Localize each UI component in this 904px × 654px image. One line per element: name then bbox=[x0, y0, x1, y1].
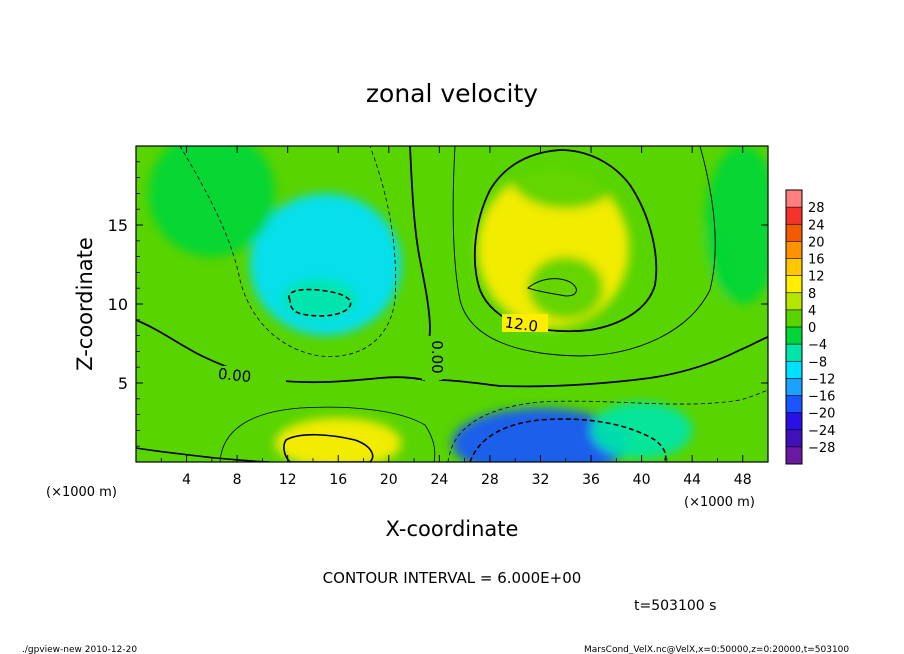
colorbar-label: −8 bbox=[808, 355, 827, 370]
colorbar-swatch bbox=[786, 258, 802, 276]
contour-neg-6-bottom bbox=[469, 418, 667, 462]
color-fill-layer bbox=[136, 146, 768, 462]
colorbar-swatch bbox=[786, 190, 802, 208]
contour-label-12: 12.0 bbox=[504, 313, 540, 335]
field-feature-4 bbox=[281, 278, 358, 320]
colorbar-label: 16 bbox=[808, 253, 825, 268]
colorbar-swatch bbox=[786, 378, 802, 396]
field-feature-1 bbox=[527, 256, 604, 320]
x-tick-label: 36 bbox=[582, 472, 600, 488]
x-axis: 4 8 12 16 20 24 28 32 36 40 44 48 bbox=[160, 146, 752, 488]
colorbar-label: −12 bbox=[808, 372, 835, 387]
colorbar-label: 20 bbox=[808, 235, 825, 250]
x-tick-label: 12 bbox=[279, 472, 297, 488]
x-tick-label: 44 bbox=[683, 472, 701, 488]
field-feature-6 bbox=[452, 408, 629, 462]
field-feature-8 bbox=[136, 337, 238, 382]
contour-6 bbox=[452, 146, 716, 357]
colorbar-label: 24 bbox=[808, 218, 825, 233]
plot-area bbox=[136, 146, 768, 462]
colorbar-swatch bbox=[786, 344, 802, 362]
y-tick-label: 5 bbox=[118, 374, 128, 393]
field-feature-5 bbox=[275, 417, 402, 462]
x-tick-label: 48 bbox=[734, 472, 752, 488]
contour-neg-left-outer bbox=[179, 146, 396, 357]
contour-label-left: 0.00 bbox=[217, 365, 252, 386]
contour-label-group: 0.00 0.00 12.0 bbox=[214, 313, 548, 386]
colorbar: 28 24 20 16 12 8 4 0 −4 −8 −12 −16 −20 −24 −28 bbox=[785, 189, 835, 465]
colorbar-label: 0 bbox=[808, 321, 816, 336]
field-feature-11 bbox=[148, 146, 276, 257]
colorbar-swatch bbox=[786, 446, 802, 465]
footer-left: ./gpview-new 2010-12-20 bbox=[22, 645, 137, 654]
colorbar-label: 8 bbox=[808, 287, 816, 302]
colorbar-swatch bbox=[786, 327, 802, 345]
colorbar-swatch bbox=[786, 429, 802, 448]
y-axis-title: Z-coordinate bbox=[73, 237, 97, 371]
x-tick-label: 16 bbox=[329, 472, 347, 488]
colorbar-swatch bbox=[786, 292, 802, 311]
contour-label-mid: 0.00 bbox=[428, 340, 446, 373]
colorbar-label: −24 bbox=[808, 424, 835, 439]
y-tick-label: 15 bbox=[108, 216, 128, 235]
chart-title: zonal velocity bbox=[366, 79, 538, 108]
field-feature-10 bbox=[704, 146, 768, 304]
field-feature-7 bbox=[591, 401, 693, 459]
contour-label-bg-left bbox=[214, 366, 286, 384]
x-unit-label-left: (×1000 m) bbox=[46, 485, 117, 500]
contour-neg-bottom-outer bbox=[447, 389, 768, 462]
colorbar-swatch bbox=[786, 412, 802, 431]
x-tick-label: 4 bbox=[182, 472, 191, 488]
time-text: t=503100 s bbox=[634, 598, 716, 614]
zero-contour-vertical bbox=[409, 146, 768, 388]
x-tick-label: 40 bbox=[633, 472, 651, 488]
colorbar-label: −28 bbox=[808, 441, 835, 456]
colorbar-label: 28 bbox=[808, 201, 825, 216]
colorbar-swatch bbox=[786, 241, 802, 259]
colorbar-swatch bbox=[786, 275, 802, 294]
field-feature-2 bbox=[502, 146, 629, 210]
footer-right: MarsCond_VelX.nc@VelX,x=0:50000,z=0:2000… bbox=[584, 645, 849, 654]
colorbar-label: −16 bbox=[808, 390, 835, 405]
colorbar-swatch bbox=[786, 207, 802, 225]
x-tick-label: 32 bbox=[532, 472, 550, 488]
colorbar-label: 12 bbox=[808, 270, 825, 285]
x-tick-label: 8 bbox=[233, 472, 242, 488]
colorbar-label: −4 bbox=[808, 338, 827, 353]
colorbar-swatch bbox=[786, 395, 802, 413]
colorbar-label: −20 bbox=[808, 407, 835, 422]
x-tick-label: 28 bbox=[481, 472, 499, 488]
contour-inner-loop bbox=[526, 278, 577, 297]
contour-interval-text: CONTOUR INTERVAL = 6.000E+00 bbox=[323, 569, 582, 587]
contour-6-bottom bbox=[219, 406, 436, 462]
x-tick-label: 24 bbox=[430, 472, 448, 488]
x-axis-title: X-coordinate bbox=[386, 517, 519, 541]
y-tick-label: 10 bbox=[108, 295, 128, 314]
contour-12-bottom bbox=[283, 433, 374, 462]
x-unit-label-right: (×1000 m) bbox=[684, 495, 755, 510]
colorbar-swatch bbox=[786, 309, 802, 328]
contour-label-bg-12 bbox=[502, 314, 548, 332]
y-axis: 5 10 15 bbox=[108, 161, 768, 447]
colorbar-swatch bbox=[786, 224, 802, 242]
colorbar-swatch bbox=[786, 361, 802, 379]
x-tick-label: 20 bbox=[380, 472, 398, 488]
contour-label-bg-mid bbox=[422, 336, 442, 380]
contour-neg-6-left bbox=[288, 288, 352, 317]
colorbar-label: 4 bbox=[808, 304, 816, 319]
